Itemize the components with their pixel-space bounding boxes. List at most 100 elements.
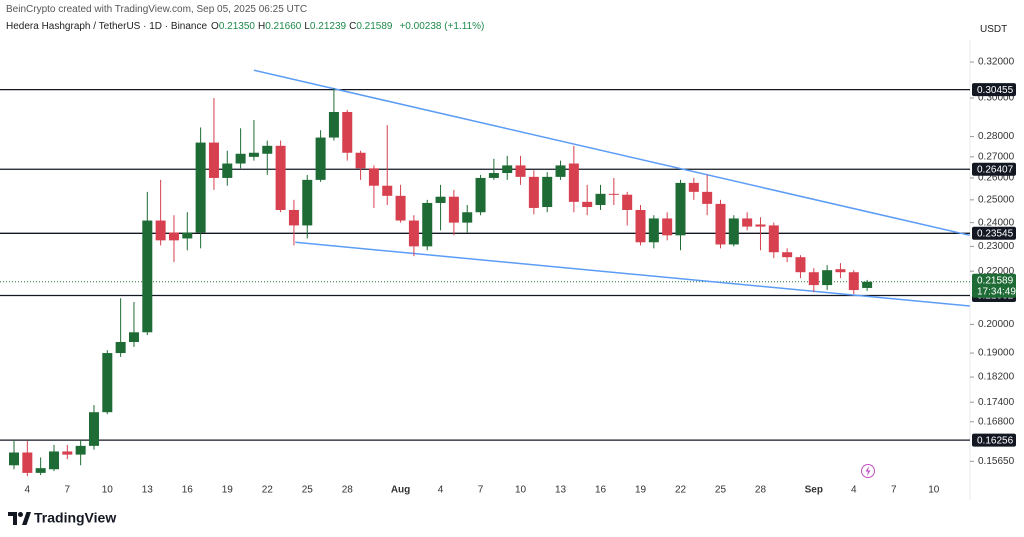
- ohlc-key: O: [211, 21, 219, 32]
- candle-body: [155, 220, 166, 241]
- candle-body: [9, 452, 19, 466]
- x-tick-label: 22: [675, 485, 687, 496]
- candle-body: [315, 137, 326, 180]
- y-tick-label: 0.19000: [978, 348, 1015, 359]
- x-tick-label: 28: [755, 485, 767, 496]
- candle-body: [555, 165, 566, 177]
- y-tick-label: 0.24000: [978, 217, 1015, 228]
- candle-body: [475, 177, 486, 213]
- level-label: 0.30455: [977, 85, 1014, 96]
- logo-icon: [8, 512, 31, 525]
- lightning-icon: [861, 464, 875, 478]
- candle-body: [128, 332, 139, 342]
- candle-body: [715, 203, 726, 245]
- candle-body: [195, 142, 206, 233]
- candle-body: [502, 165, 513, 174]
- x-tick-label: 10: [928, 485, 940, 496]
- candle-body: [515, 165, 526, 177]
- ohlc-value: 0.21660: [265, 21, 302, 32]
- x-tick-label: 28: [342, 485, 354, 496]
- candle-body: [595, 193, 606, 205]
- change: +0.00238 (+1.11%): [399, 21, 485, 32]
- y-tick-label: 0.26000: [978, 173, 1015, 184]
- candle-body: [768, 225, 779, 253]
- level-label-box: [972, 226, 1016, 240]
- candle-body: [235, 153, 246, 164]
- candle-body: [368, 168, 379, 186]
- x-tick-label: 10: [515, 485, 527, 496]
- x-tick-label: 4: [438, 485, 444, 496]
- x-tick-label: 7: [65, 485, 71, 496]
- level-label: 0.26407: [977, 164, 1014, 175]
- candle-body: [795, 257, 806, 273]
- candle-body: [262, 145, 273, 154]
- trendline: [295, 241, 970, 307]
- x-tick-label: 22: [262, 485, 274, 496]
- symbol: Hedera Hashgraph / TetherUS · 1D · Binan…: [6, 21, 208, 32]
- ohlc-value: 0.21239: [309, 21, 347, 32]
- candle-body: [608, 193, 619, 195]
- y-tick-label: 0.22000: [978, 266, 1015, 277]
- x-tick-label: 16: [595, 485, 607, 496]
- candle-body: [222, 163, 233, 178]
- candle-body: [782, 252, 793, 258]
- x-tick-label: 13: [555, 485, 567, 496]
- candle-body: [382, 185, 393, 196]
- x-tick-label: 25: [302, 485, 314, 496]
- candle-body: [35, 468, 46, 473]
- candle-body: [488, 173, 499, 178]
- candle-body: [622, 194, 633, 210]
- credit: BeinCrypto created with TradingView.com,…: [6, 4, 308, 15]
- candle-body: [755, 224, 766, 227]
- candle-body: [342, 111, 353, 153]
- candle-body: [848, 272, 859, 291]
- candle-body: [542, 176, 553, 208]
- candle-body: [448, 196, 459, 223]
- ohlc-key: L: [304, 21, 310, 32]
- trendline: [253, 69, 970, 237]
- candle-body: [115, 341, 126, 354]
- candle-body: [635, 209, 646, 243]
- y-tick-label: 0.16800: [978, 416, 1015, 427]
- last-price-label: 0.21589: [977, 275, 1014, 286]
- candle-body: [582, 201, 593, 208]
- last-price-box: [972, 273, 1016, 298]
- candle-body: [648, 218, 659, 243]
- candle-body: [302, 179, 313, 226]
- x-tick-label: 10: [102, 485, 114, 496]
- ohlc-value: 0.21350: [218, 21, 255, 32]
- candle-body: [102, 353, 113, 413]
- x-tick-label: Aug: [391, 485, 410, 496]
- x-tick-label: 19: [635, 485, 647, 496]
- candle-body: [182, 232, 193, 239]
- candle-body: [835, 269, 846, 273]
- candle-body: [168, 232, 179, 241]
- y-tick-label: 0.15650: [978, 456, 1015, 467]
- level-label: 0.16256: [977, 435, 1014, 446]
- candle-body: [328, 111, 339, 138]
- candle-body: [408, 220, 419, 247]
- candle-body: [862, 281, 873, 288]
- x-tick-label: 4: [25, 485, 31, 496]
- y-tick-label: 0.32000: [978, 57, 1015, 68]
- y-tick-label: 0.27000: [978, 152, 1015, 163]
- x-tick-label: 25: [715, 485, 727, 496]
- level-label-box: [972, 162, 1016, 176]
- ohlc-key: H: [257, 21, 266, 32]
- candle-body: [142, 220, 153, 333]
- candle-body: [822, 270, 833, 286]
- x-tick-label: 7: [478, 485, 484, 496]
- candle-body: [688, 182, 699, 192]
- x-tick-label: 7: [891, 485, 897, 496]
- y-tick-label: 0.20000: [978, 319, 1015, 330]
- x-tick-label: 13: [142, 485, 154, 496]
- candle-body: [22, 452, 33, 473]
- candle-body: [288, 209, 299, 226]
- logo: TradingView: [34, 510, 116, 526]
- candle-body: [568, 163, 579, 202]
- candle-body: [355, 152, 366, 169]
- candle-body: [62, 451, 73, 455]
- candle-body: [248, 152, 259, 157]
